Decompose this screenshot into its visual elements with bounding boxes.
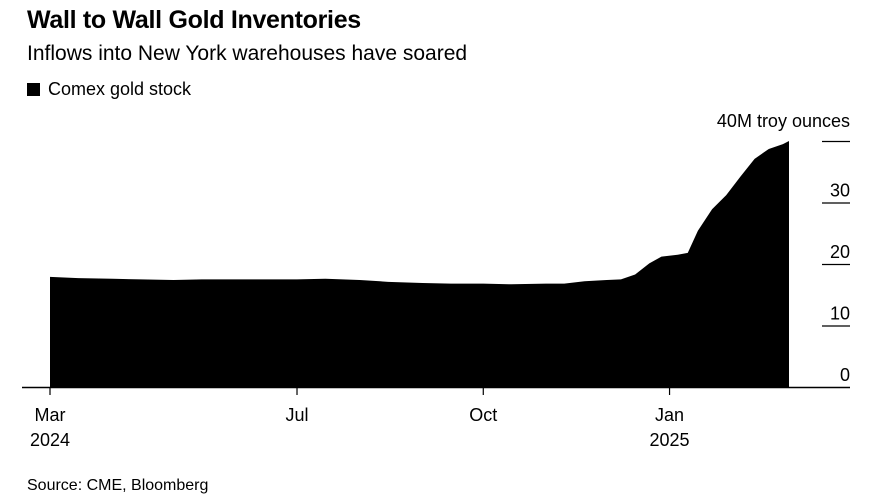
- area-series-comex-gold-stock: [50, 141, 789, 387]
- legend-label: Comex gold stock: [48, 79, 192, 99]
- y-tick-label: 0: [840, 365, 850, 385]
- chart-subtitle: Inflows into New York warehouses have so…: [27, 42, 468, 65]
- source-note: Source: CME, Bloomberg: [27, 477, 209, 494]
- x-tick-label: Oct: [469, 405, 497, 425]
- x-axis: Mar 2024 Jul Oct Jan 2025: [22, 386, 850, 450]
- legend: Comex gold stock: [27, 79, 191, 100]
- x-tick-year-label: 2024: [30, 430, 70, 450]
- y-axis-unit-label: 40M troy ounces: [716, 111, 850, 131]
- legend-swatch: [27, 83, 40, 96]
- x-tick-label: Jul: [286, 405, 309, 425]
- y-tick-label: 30: [830, 181, 850, 201]
- y-tick-label: 10: [830, 304, 850, 324]
- x-tick-label: Jan: [655, 405, 684, 425]
- x-tick-label: Mar: [35, 405, 66, 425]
- y-tick-label: 20: [830, 242, 850, 262]
- area-layer: [50, 141, 789, 387]
- chart-title: Wall to Wall Gold Inventories: [27, 6, 361, 34]
- x-tick-year-label: 2025: [650, 430, 690, 450]
- y-axis: 0 10 20 30: [822, 140, 850, 385]
